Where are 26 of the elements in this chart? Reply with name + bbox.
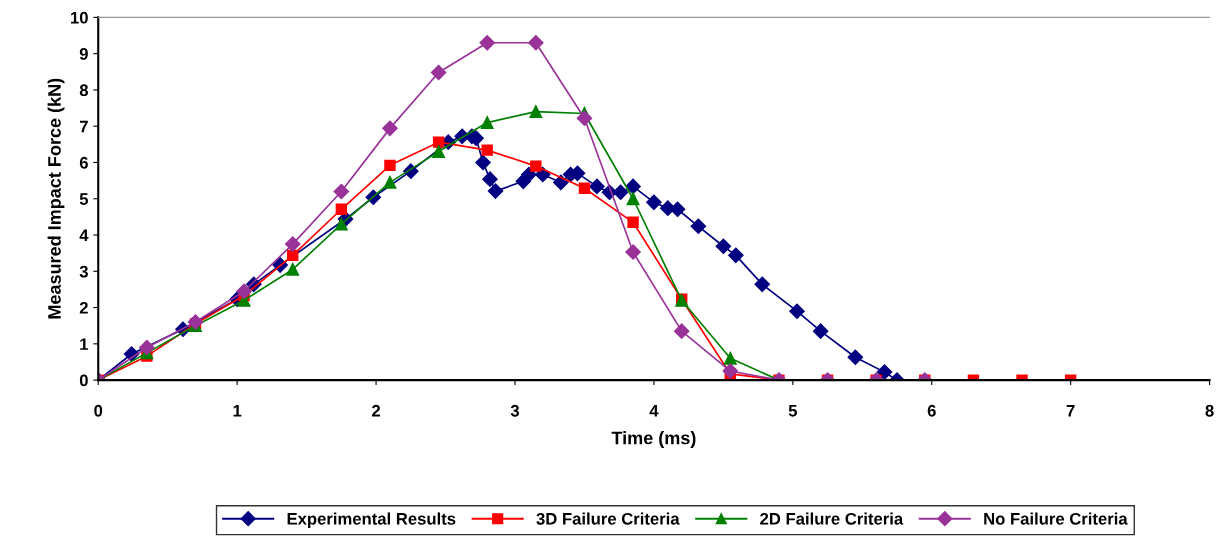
legend-label: Experimental Results xyxy=(287,512,456,528)
y-tick-label: 10 xyxy=(71,11,88,24)
y-tick-label: 5 xyxy=(79,193,89,205)
x-tick-label: 8 xyxy=(1205,404,1214,417)
y-tick-label: 1 xyxy=(80,338,89,350)
x-tick-label: 1 xyxy=(233,405,242,417)
x-tick-label: 4 xyxy=(649,405,659,417)
y-tick-label: 8 xyxy=(79,84,89,97)
y-tick-label: 4 xyxy=(79,229,89,242)
legend-label: 2D Failure Criteria xyxy=(760,512,904,525)
legend-label: 3D Failure Criteria xyxy=(536,512,680,525)
x-tick-label: 0 xyxy=(94,404,103,417)
y-tick-label: 2 xyxy=(79,301,88,314)
x-tick-label: 3 xyxy=(510,404,520,417)
y-tick-label: 9 xyxy=(79,48,88,60)
y-tick-label: 7 xyxy=(79,120,88,133)
x-tick-label: 2 xyxy=(372,404,381,417)
legend-label: No Failure Criteria xyxy=(984,512,1128,525)
x-tick-label: 7 xyxy=(1066,405,1075,417)
y-axis-title: Measured Impact Force (kN) xyxy=(47,78,65,319)
x-tick-label: 6 xyxy=(927,404,936,417)
x-axis-title: Time (ms) xyxy=(611,431,696,448)
y-tick-label: 0 xyxy=(79,374,88,387)
y-tick-label: 6 xyxy=(79,156,88,169)
x-tick-label: 5 xyxy=(788,405,797,417)
y-tick-label: 3 xyxy=(79,265,88,278)
